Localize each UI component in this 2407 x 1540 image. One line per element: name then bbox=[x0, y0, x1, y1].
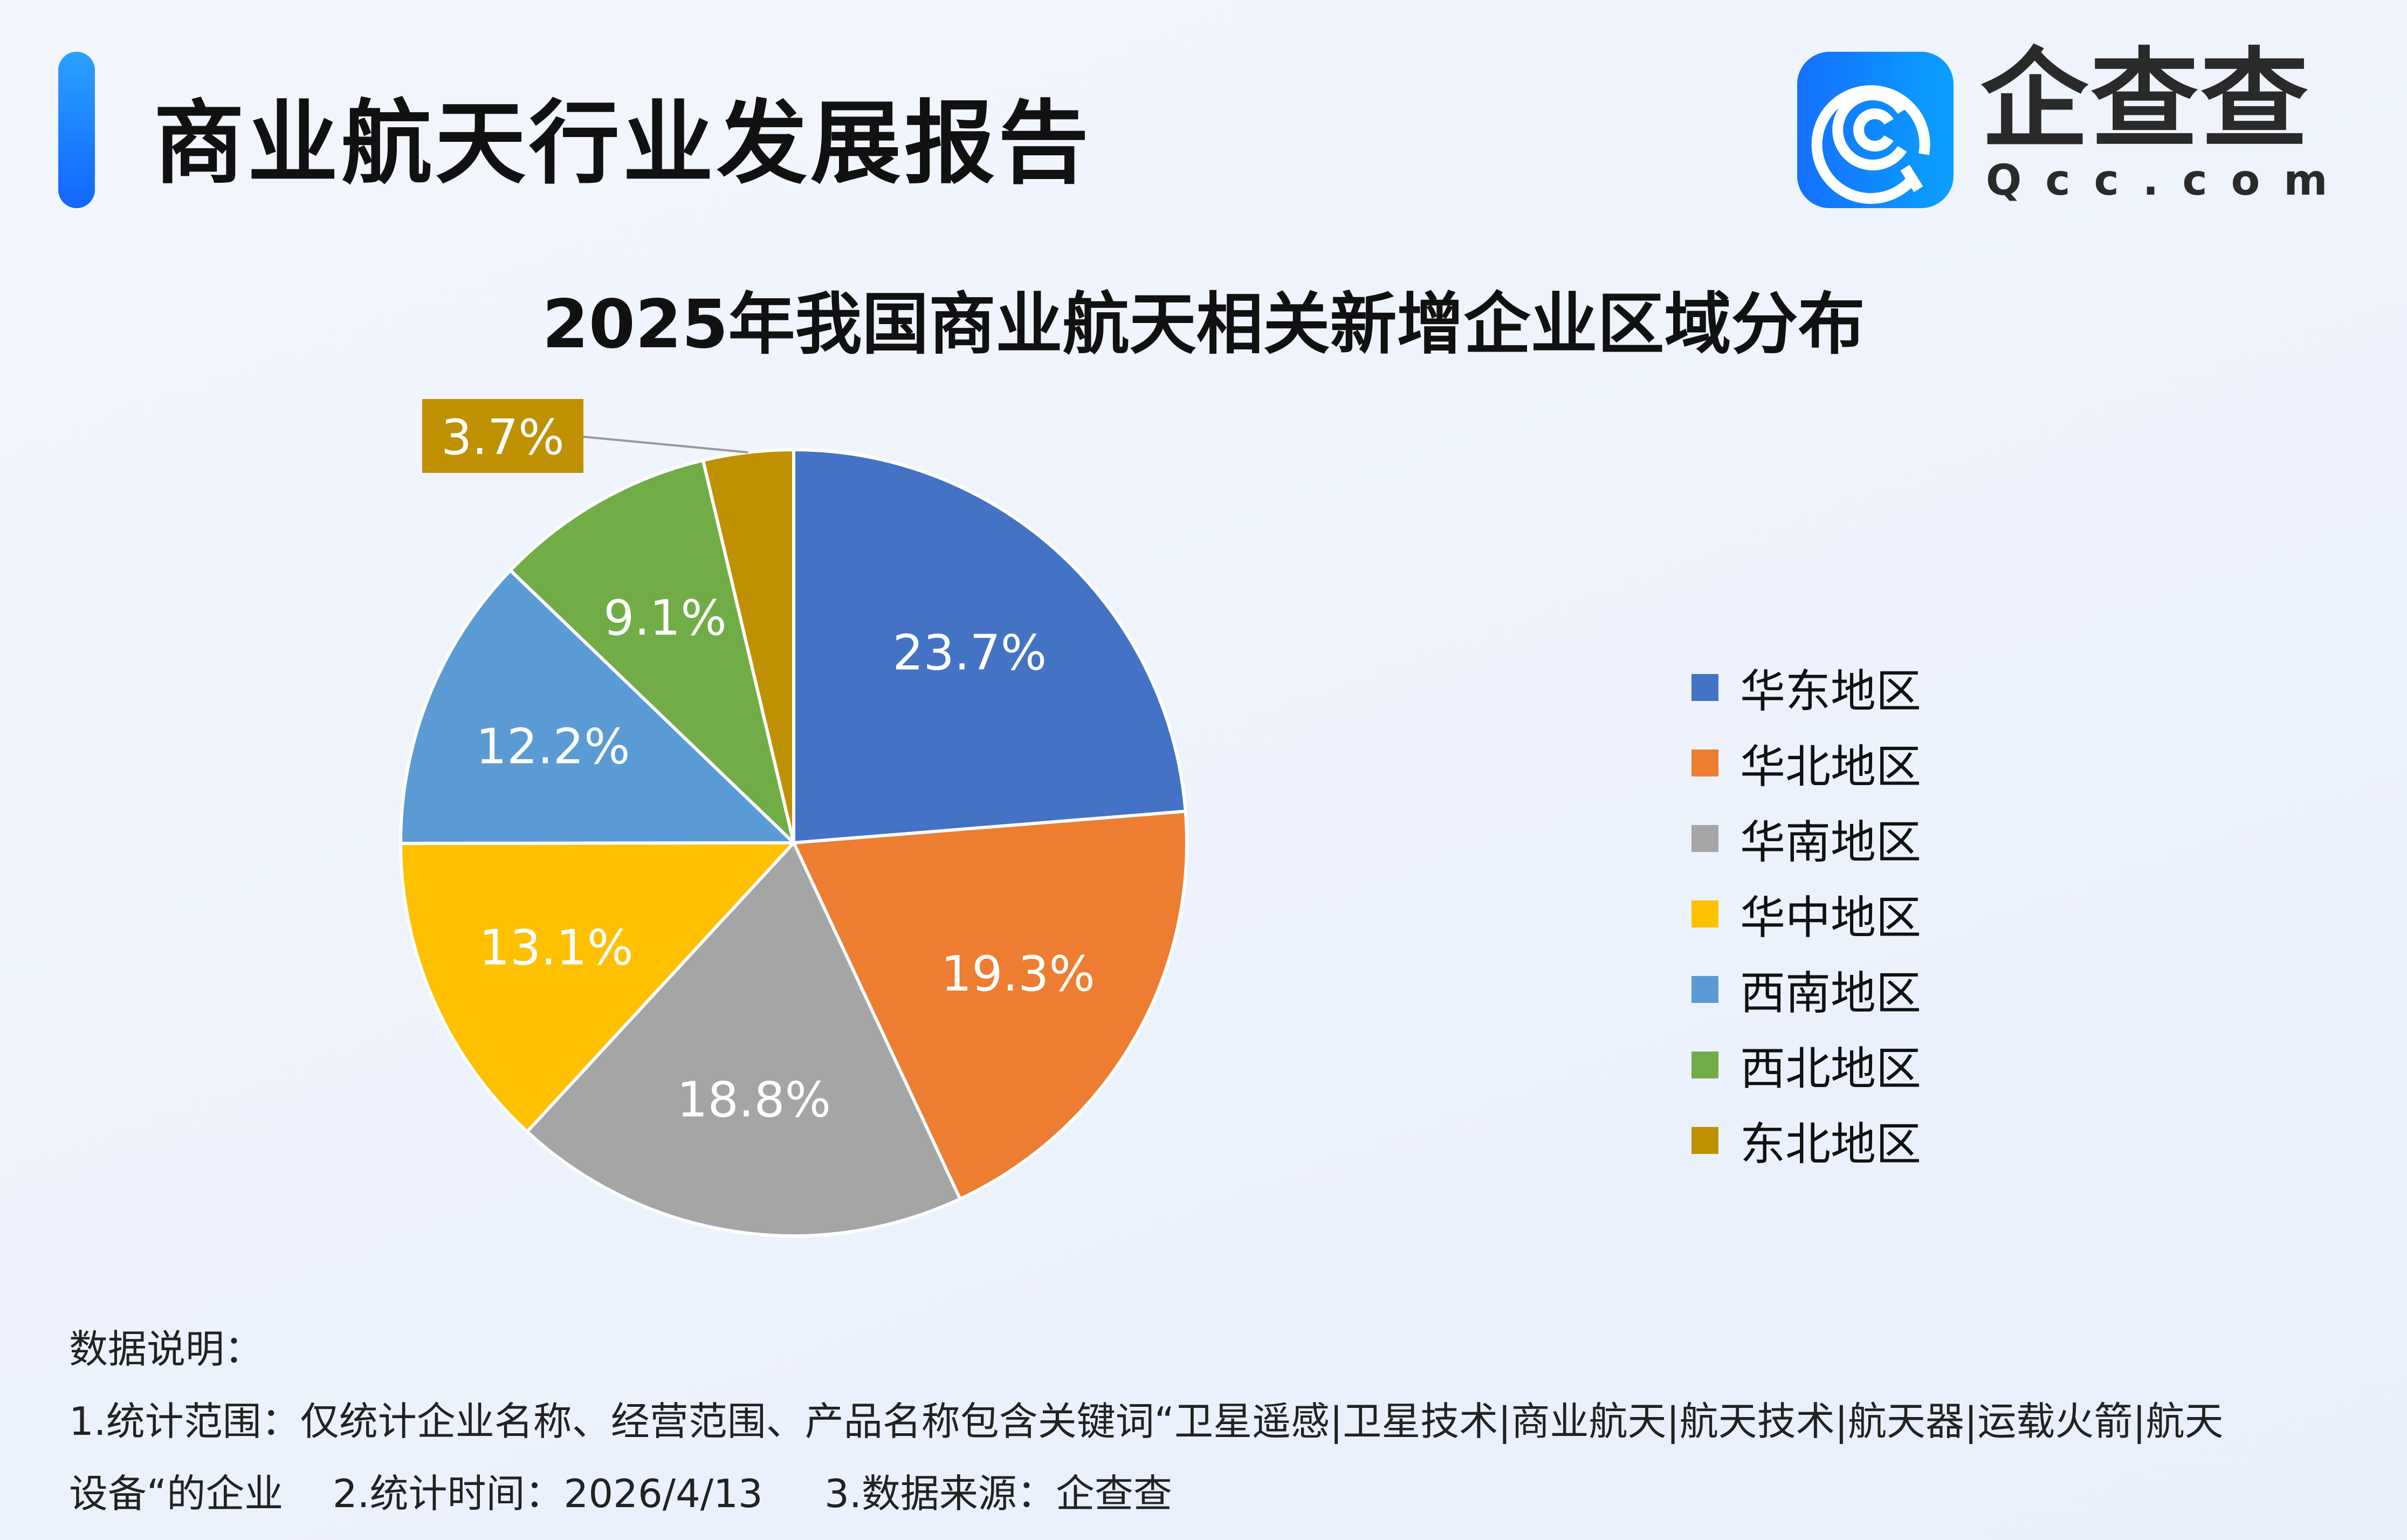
legend-swatch bbox=[1691, 1051, 1718, 1078]
leader-line bbox=[583, 436, 748, 453]
legend-item: 西北地区 bbox=[1691, 1027, 1921, 1103]
legend-label: 华北地区 bbox=[1740, 740, 1922, 793]
notes-line-2: 设备“的企业 2.统计时间：2026/4/13 3.数据来源：企查查 bbox=[69, 1471, 1172, 1516]
legend-label: 华中地区 bbox=[1740, 891, 1922, 944]
pie-data-label: 23.7% bbox=[892, 624, 1047, 681]
legend-swatch bbox=[1691, 1127, 1718, 1154]
pie-slice-0 bbox=[792, 448, 1187, 845]
chart-title: 2025年我国商业航天相关新增企业区域分布 bbox=[542, 286, 1865, 363]
legend-item: 华南地区 bbox=[1691, 801, 1921, 876]
pie-slice-3 bbox=[398, 841, 797, 1134]
pie-data-label: 9.1% bbox=[603, 590, 727, 647]
pie-slice-5 bbox=[508, 458, 797, 848]
pie-data-label: 3.7% bbox=[441, 409, 565, 466]
legend-label: 西南地区 bbox=[1740, 966, 1922, 1020]
legend-item: 东北地区 bbox=[1691, 1103, 1921, 1178]
page-title: 商业航天行业发展报告 bbox=[154, 91, 1092, 196]
header-accent-bar bbox=[58, 52, 95, 208]
legend-swatch bbox=[1691, 900, 1718, 927]
legend-item: 华北地区 bbox=[1691, 725, 1921, 801]
logo-text-en: Qcc.com bbox=[1986, 156, 2351, 205]
notes-line-1: 1.统计范围：仅统计企业名称、经营范围、产品名称包含关键词“卫星遥感|卫星技术|… bbox=[69, 1399, 2224, 1444]
pie-slice-4 bbox=[399, 568, 798, 845]
pie-slice-1 bbox=[791, 809, 1188, 1201]
legend-swatch bbox=[1691, 976, 1718, 1003]
legend-item: 华中地区 bbox=[1691, 876, 1921, 952]
pie-data-label: 18.8% bbox=[677, 1071, 831, 1128]
legend: 华东地区华北地区华南地区华中地区西南地区西北地区东北地区 bbox=[1691, 650, 1921, 1178]
legend-label: 东北地区 bbox=[1740, 1117, 1922, 1171]
legend-item: 华东地区 bbox=[1691, 650, 1921, 725]
legend-item: 西南地区 bbox=[1691, 952, 1921, 1027]
pie-data-label: 13.1% bbox=[479, 919, 633, 976]
pie-data-label: 12.2% bbox=[476, 719, 630, 775]
logo-text-cn: 企查查 bbox=[1980, 37, 2311, 163]
legend-label: 华南地区 bbox=[1740, 815, 1922, 869]
qcc-logo-icon bbox=[1797, 52, 1954, 208]
legend-swatch bbox=[1691, 750, 1718, 776]
legend-swatch bbox=[1691, 674, 1718, 701]
notes-heading: 数据说明： bbox=[69, 1326, 264, 1372]
data-notes: 数据说明： 1.统计范围：仅统计企业名称、经营范围、产品名称包含关键词“卫星遥感|… bbox=[69, 1313, 2224, 1530]
pie-slice-2 bbox=[525, 840, 962, 1238]
legend-swatch bbox=[1691, 825, 1718, 852]
legend-label: 西北地区 bbox=[1740, 1042, 1922, 1095]
legend-label: 华东地区 bbox=[1740, 664, 1922, 718]
pie-data-label: 19.3% bbox=[941, 946, 1095, 1002]
qcc-logo: 企查查 Qcc.com bbox=[1797, 46, 2328, 208]
callout-box bbox=[422, 399, 583, 473]
